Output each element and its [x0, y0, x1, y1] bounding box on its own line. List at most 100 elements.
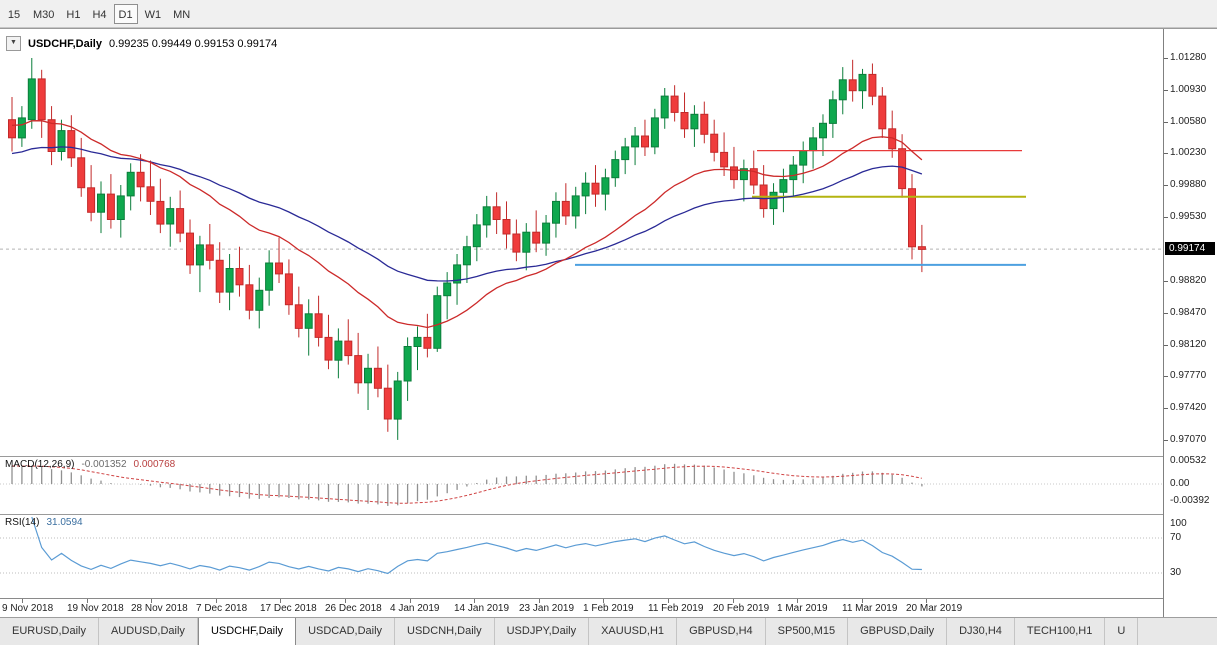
time-axis-label: 1 Mar 2019 — [777, 603, 828, 614]
chart-collapse-icon[interactable]: ▼ — [6, 36, 21, 51]
rsi-label: RSI(14) 31.0594 — [5, 517, 83, 528]
price-axis-tick — [1164, 408, 1168, 409]
rsi-value: 31.0594 — [46, 517, 83, 528]
macd-label: MACD(12,26,9) -0.001352 0.000768 — [5, 459, 175, 470]
time-axis-label: 4 Jan 2019 — [390, 603, 440, 614]
price-axis-tick — [1164, 281, 1168, 282]
chart-area[interactable]: ▼ USDCHF,Daily 0.99235 0.99449 0.99153 0… — [0, 29, 1163, 618]
time-axis-label: 14 Jan 2019 — [454, 603, 510, 614]
time-axis[interactable]: 9 Nov 2018 19 Nov 2018 28 Nov 2018 7 Dec 20… — [0, 598, 1163, 618]
price-axis-label: 0.98820 — [1170, 275, 1207, 286]
time-axis-label: 7 Dec 2018 — [196, 603, 248, 614]
time-axis-tick — [862, 599, 863, 603]
rsi-name: RSI(14) — [5, 517, 40, 528]
time-axis-label: 19 Nov 2018 — [67, 603, 124, 614]
panel-divider-macd[interactable] — [0, 456, 1163, 457]
time-axis-tick — [539, 599, 540, 603]
tab-usdjpy-daily[interactable]: USDJPY,Daily — [495, 618, 590, 645]
price-axis-label: 1.00580 — [1170, 116, 1207, 127]
price-axis-tick — [1164, 90, 1168, 91]
tab-audusd-daily[interactable]: AUDUSD,Daily — [99, 618, 198, 645]
price-chart-canvas[interactable] — [0, 29, 1163, 456]
ma-slow-line — [11, 146, 923, 282]
time-axis-label: 9 Nov 2018 — [2, 603, 54, 614]
price-axis-label: 0.97420 — [1170, 402, 1207, 413]
macd-canvas[interactable] — [0, 457, 1163, 514]
tab-usdchf-daily[interactable]: USDCHF,Daily — [197, 618, 297, 645]
price-axis-tick — [1164, 122, 1168, 123]
time-axis-label: 26 Dec 2018 — [325, 603, 382, 614]
price-axis-tick — [1164, 345, 1168, 346]
time-axis-tick — [603, 599, 604, 603]
rsi-canvas[interactable] — [0, 515, 1163, 598]
tab-xauusd-h1[interactable]: XAUUSD,H1 — [589, 618, 678, 645]
macd-signal-value: 0.000768 — [133, 459, 176, 470]
price-axis-label: 1.00930 — [1170, 84, 1207, 95]
ma-fast-line — [11, 120, 923, 329]
time-axis-tick — [87, 599, 88, 603]
tab-u[interactable]: U — [1105, 618, 1139, 645]
time-axis-tick — [345, 599, 346, 603]
price-axis-tick — [1164, 58, 1168, 59]
macd-name: MACD(12,26,9) — [5, 459, 75, 470]
chart-ohlc-values: 0.99235 0.99449 0.99153 0.99174 — [108, 37, 278, 50]
tab-dj30-h4[interactable]: DJ30,H4 — [947, 618, 1015, 645]
price-axis-tick — [1164, 217, 1168, 218]
price-axis-label: 1.01280 — [1170, 52, 1207, 63]
time-axis-tick — [280, 599, 281, 603]
timeframe-w1[interactable]: W1 — [144, 8, 162, 21]
price-axis-tick — [1164, 440, 1168, 441]
time-axis-label: 11 Feb 2019 — [648, 603, 704, 614]
time-axis-tick — [474, 599, 475, 603]
time-axis-label: 1 Feb 2019 — [583, 603, 634, 614]
price-axis-label: 0.99530 — [1170, 211, 1207, 222]
price-axis-label: 0.97770 — [1170, 370, 1207, 381]
price-axis-label: 0.98120 — [1170, 339, 1207, 350]
time-axis-tick — [668, 599, 669, 603]
macd-axis-label: 0.00 — [1170, 478, 1190, 489]
timeframe-h1[interactable]: H1 — [66, 8, 81, 21]
price-axis-tick — [1164, 313, 1168, 314]
chart-title: USDCHF,Daily — [28, 37, 102, 50]
tab-usdcad-daily[interactable]: USDCAD,Daily — [296, 618, 396, 645]
time-axis-tick — [926, 599, 927, 603]
price-axis-tick — [1164, 153, 1168, 154]
tab-gbpusd-daily[interactable]: GBPUSD,Daily — [848, 618, 948, 645]
timeframe-15[interactable]: 15 — [7, 8, 21, 21]
price-axis-label: 0.97070 — [1170, 434, 1207, 445]
time-axis-label: 11 Mar 2019 — [842, 603, 898, 614]
time-axis-label: 17 Dec 2018 — [260, 603, 317, 614]
time-axis-tick — [22, 599, 23, 603]
tab-gbpusd-h4[interactable]: GBPUSD,H4 — [677, 618, 766, 645]
tab-tech100-h1[interactable]: TECH100,H1 — [1015, 618, 1106, 645]
current-price-badge: 0.99174 — [1165, 242, 1215, 255]
price-axis-label: 1.00230 — [1170, 147, 1207, 158]
timeframe-toolbar: 15 M30 H1 H4 D1 W1 MN — [0, 0, 1217, 28]
panel-divider-rsi[interactable] — [0, 514, 1163, 515]
timeframe-mn[interactable]: MN — [173, 8, 191, 21]
price-axis-label: 0.99880 — [1170, 179, 1207, 190]
rsi-axis-label: 70 — [1170, 532, 1182, 543]
chart-header: ▼ USDCHF,Daily 0.99235 0.99449 0.99153 0… — [6, 36, 277, 51]
time-axis-tick — [151, 599, 152, 603]
rsi-axis-label: 100 — [1170, 518, 1187, 529]
chart-tabbar: EURUSD,Daily AUDUSD,Daily USDCHF,Daily USDC… — [0, 617, 1217, 645]
time-axis-label: 23 Jan 2019 — [519, 603, 575, 614]
time-axis-label: 28 Nov 2018 — [131, 603, 188, 614]
macd-axis-label: -0.00392 — [1170, 495, 1210, 506]
macd-main-value: -0.001352 — [81, 459, 127, 470]
timeframe-m30[interactable]: M30 — [33, 8, 55, 21]
time-axis-tick — [216, 599, 217, 603]
rsi-axis-label: 30 — [1170, 567, 1182, 578]
macd-axis-label: 0.00532 — [1170, 455, 1207, 466]
tab-usdcnh-daily[interactable]: USDCNH,Daily — [395, 618, 495, 645]
tab-eurusd-daily[interactable]: EURUSD,Daily — [0, 618, 99, 645]
price-axis-label: 0.98470 — [1170, 307, 1207, 318]
timeframe-d1[interactable]: D1 — [113, 3, 138, 24]
time-axis-tick — [410, 599, 411, 603]
time-axis-tick — [733, 599, 734, 603]
timeframe-h4[interactable]: H4 — [92, 8, 107, 21]
price-axis[interactable]: 0.99174 1.01280 1.00930 1.00580 1.00230 0.99… — [1163, 29, 1217, 618]
time-axis-tick — [797, 599, 798, 603]
tab-sp500-m15[interactable]: SP500,M15 — [766, 618, 849, 645]
